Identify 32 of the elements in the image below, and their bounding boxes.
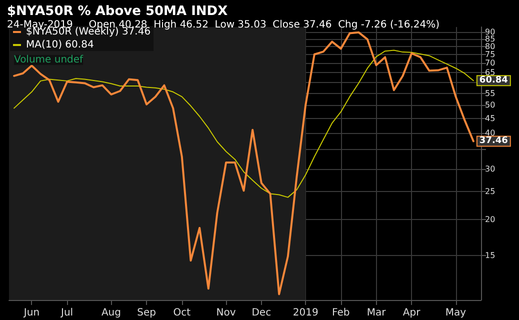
y-tick-label: 30 xyxy=(485,164,496,174)
data-label: 60.84 xyxy=(479,76,508,86)
y-tick-label: 50 xyxy=(485,100,496,110)
x-tick-label: Apr xyxy=(402,308,422,318)
x-tick-label: 2019 xyxy=(292,308,318,318)
annotation: Volume undef xyxy=(14,54,84,66)
x-tick-label: Nov xyxy=(216,308,236,318)
data-label: 37.46 xyxy=(479,136,508,146)
y-tick-label: 80 xyxy=(485,42,496,51)
x-tick-label: Mar xyxy=(366,308,387,318)
y-tick-label: 75 xyxy=(485,50,496,60)
y-tick-label: 20 xyxy=(485,215,496,224)
y-tick-label: 45 xyxy=(485,114,496,123)
x-tick-label: May xyxy=(445,308,466,318)
chart-title: $NYA50R % Above 50MA INDX xyxy=(7,4,228,19)
y-tick-label: 40 xyxy=(485,128,496,138)
y-tick-label: 25 xyxy=(485,187,496,196)
y-tick-label: 85 xyxy=(485,34,496,44)
y-tick-label: 65 xyxy=(485,68,496,77)
x-tick-label: Aug xyxy=(101,308,121,318)
x-tick-label: Oct xyxy=(173,308,191,318)
y-tick-label: 90 xyxy=(485,27,496,36)
legend-label: MA(10) 60.84 xyxy=(26,40,94,50)
line-series xyxy=(14,50,474,198)
x-tick-label: Sep xyxy=(137,308,156,318)
x-tick-label: Jun xyxy=(22,308,40,318)
y-tick-label: 70 xyxy=(485,58,496,68)
x-tick-label: Jul xyxy=(60,308,74,318)
x-tick-label: Dec xyxy=(252,308,272,318)
y-tick-label: 55 xyxy=(485,88,496,98)
y-tick-label: 15 xyxy=(485,250,496,260)
x-tick-label: Feb xyxy=(332,308,350,318)
